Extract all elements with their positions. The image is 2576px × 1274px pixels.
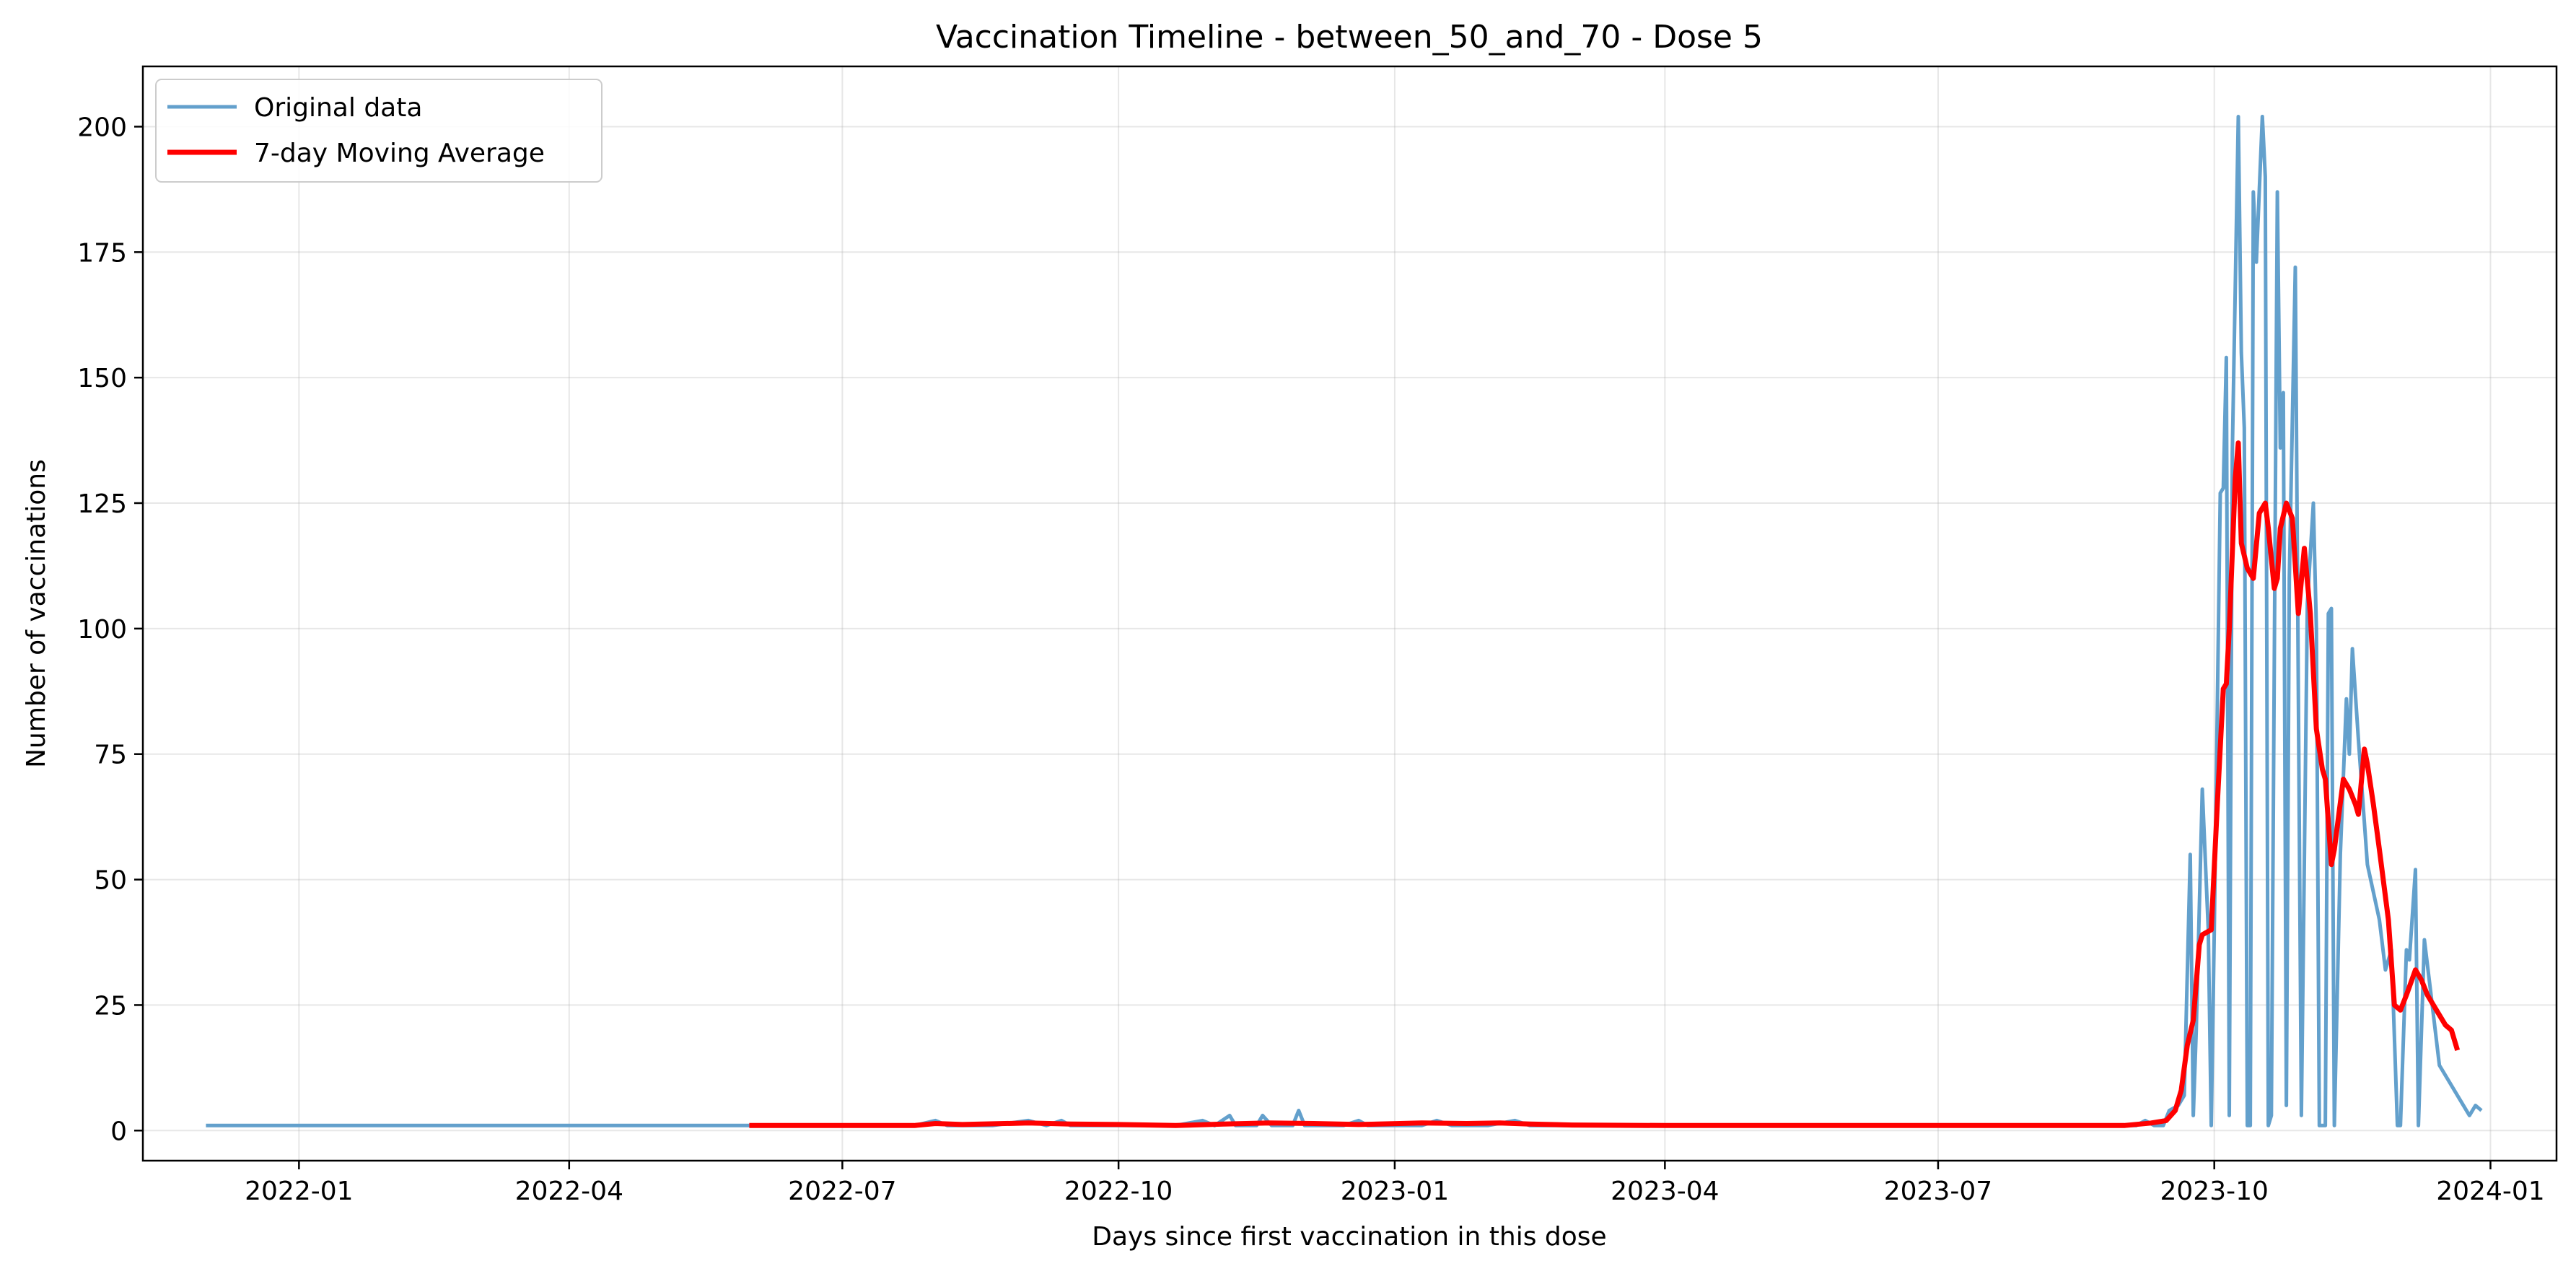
x-tick-label: 2022-07 — [788, 1177, 896, 1206]
x-tick-label: 2022-10 — [1064, 1177, 1173, 1206]
x-axis-label: Days since first vaccination in this dos… — [1092, 1222, 1606, 1252]
legend-label-moving-average: 7-day Moving Average — [254, 139, 545, 168]
axis-ticks: 2022-01 2022-04 2022-07 2022-10 2023-01 2023-… — [77, 113, 2544, 1206]
legend-label-original: Original data — [254, 93, 422, 123]
legend-box — [155, 79, 603, 183]
x-tick-label: 2022-01 — [245, 1177, 353, 1206]
y-tick-label: 75 — [94, 741, 127, 770]
y-tick-label: 25 — [94, 991, 127, 1021]
y-tick-label: 0 — [110, 1117, 127, 1146]
y-tick-label: 150 — [77, 364, 127, 393]
series-line-moving-average — [749, 440, 2461, 1128]
y-tick-label: 200 — [77, 113, 127, 142]
x-tick-label: 2022-04 — [515, 1177, 623, 1206]
plot-frame — [141, 65, 2558, 1162]
grid — [143, 66, 2557, 1161]
chart-title: Vaccination Timeline - between_50_and_70… — [936, 19, 1763, 56]
y-tick-label: 100 — [77, 615, 127, 645]
y-tick-label: 175 — [77, 238, 127, 268]
y-tick-label: 125 — [77, 489, 127, 519]
y-axis-label: Number of vaccinations — [22, 459, 51, 768]
series-group — [206, 115, 2483, 1128]
x-tick-label: 2024-01 — [2436, 1177, 2544, 1206]
legend: Original data 7-day Moving Average — [155, 79, 603, 183]
x-tick-label: 2023-10 — [2160, 1177, 2268, 1206]
y-tick-label: 50 — [94, 866, 127, 896]
x-tick-label: 2023-07 — [1884, 1177, 1992, 1206]
x-tick-label: 2023-04 — [1611, 1177, 1719, 1206]
x-tick-label: 2023-01 — [1341, 1177, 1449, 1206]
